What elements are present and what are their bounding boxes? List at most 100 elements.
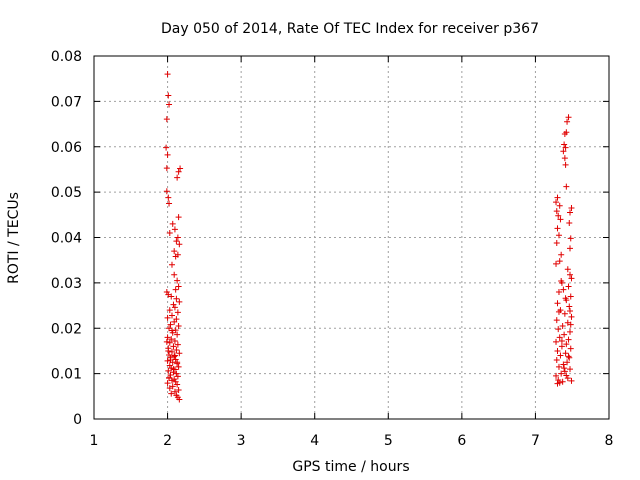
data-point [565, 114, 572, 121]
data-point [566, 219, 573, 226]
data-point [163, 338, 170, 345]
data-point [558, 251, 565, 258]
data-point [567, 235, 574, 242]
data-point [176, 298, 183, 305]
data-point [166, 352, 173, 359]
data-point [553, 199, 560, 206]
data-point [563, 341, 570, 348]
data-point [554, 347, 561, 354]
data-point [172, 286, 179, 293]
data-point [164, 380, 171, 387]
data-point [171, 226, 178, 233]
y-axis-label: ROTI / TECUs [6, 192, 22, 284]
x-tick-label: 5 [384, 433, 393, 449]
data-point [174, 359, 181, 366]
data-point [564, 118, 571, 125]
data-point [568, 205, 575, 212]
data-point [166, 229, 173, 236]
data-point [564, 375, 571, 382]
data-point [164, 357, 171, 364]
data-point [561, 131, 568, 138]
data-point [172, 356, 179, 363]
data-point [168, 293, 175, 300]
data-point [173, 238, 180, 245]
data-point [163, 116, 170, 123]
data-point [556, 334, 563, 341]
data-point [555, 308, 562, 315]
data-point [166, 200, 173, 207]
data-point [167, 371, 174, 378]
data-point [176, 396, 183, 403]
data-point [567, 321, 574, 328]
data-point [171, 337, 178, 344]
data-point [174, 373, 181, 380]
data-point [561, 331, 568, 338]
data-point [170, 301, 177, 308]
data-point [553, 317, 560, 324]
data-point [554, 194, 561, 201]
data-point [558, 278, 565, 285]
data-point [176, 241, 183, 248]
data-point [567, 345, 574, 352]
data-point [167, 321, 174, 328]
data-point [555, 212, 562, 219]
chart-title: Day 050 of 2014, Rate Of TEC Index for r… [161, 21, 539, 37]
data-point [163, 188, 170, 195]
data-point [564, 359, 571, 366]
data-point [565, 353, 572, 360]
data-point [167, 357, 174, 364]
data-point [553, 208, 560, 215]
data-point [175, 322, 182, 329]
data-point [164, 151, 171, 158]
data-point [562, 295, 569, 302]
data-point [556, 258, 563, 265]
data-point [561, 141, 568, 148]
data-point [553, 357, 560, 364]
data-point [163, 144, 170, 151]
data-point [177, 165, 184, 172]
data-point [558, 343, 565, 350]
data-point [567, 209, 574, 216]
data-point [560, 148, 567, 155]
data-point [176, 350, 183, 357]
data-point [164, 334, 171, 341]
data-point [172, 253, 179, 260]
data-point [555, 232, 562, 239]
data-point [555, 288, 562, 295]
data-point [174, 331, 181, 338]
data-point [563, 183, 570, 190]
data-point [568, 275, 575, 282]
y-tick-label: 0.04 [51, 231, 82, 247]
data-point [170, 366, 177, 373]
data-point [163, 288, 170, 295]
data-point [166, 101, 173, 108]
data-point [166, 339, 173, 346]
data-point [554, 300, 561, 307]
data-point [164, 314, 171, 321]
data-point [567, 293, 574, 300]
data-point [170, 343, 177, 350]
data-point [567, 245, 574, 252]
data-point [171, 248, 178, 255]
data-point [171, 388, 178, 395]
y-tick-label: 0.08 [51, 49, 82, 65]
y-tick-label: 0.01 [51, 367, 82, 383]
data-point [568, 377, 575, 384]
data-point [174, 381, 181, 388]
data-point [174, 174, 181, 181]
x-axis-label: GPS time / hours [292, 459, 409, 475]
data-point [165, 347, 172, 354]
data-point [168, 261, 175, 268]
data-point [561, 155, 568, 162]
data-point [553, 260, 560, 267]
x-tick-label: 3 [237, 433, 246, 449]
data-point [171, 318, 178, 325]
y-tick-label: 0.05 [51, 185, 82, 201]
data-point [166, 375, 173, 382]
data-point [174, 309, 181, 316]
data-points [163, 71, 575, 403]
data-point [558, 370, 565, 377]
data-point [168, 348, 175, 355]
